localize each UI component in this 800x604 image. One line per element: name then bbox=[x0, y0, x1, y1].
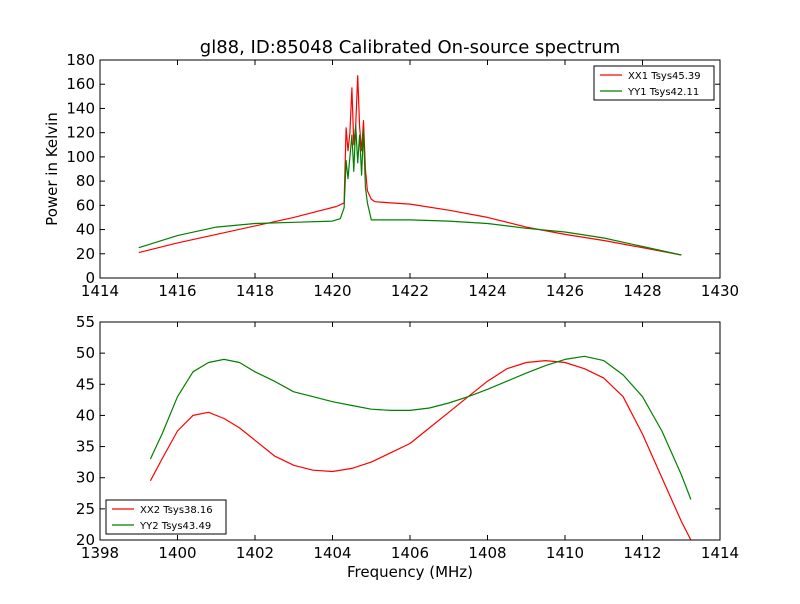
y-tick-label: 45 bbox=[76, 375, 95, 393]
x-tick-label: 1418 bbox=[236, 282, 274, 300]
y-tick-label: 40 bbox=[76, 221, 95, 239]
y-tick-label: 55 bbox=[76, 313, 95, 331]
panels: 1414 1416 1418 1420 1422 1424 1426 1428 1430 0 20 4… bbox=[43, 51, 739, 581]
y-tick-label: 50 bbox=[76, 344, 95, 362]
legend-label: YY2 Tsys43.49 bbox=[139, 521, 211, 532]
legend-label: XX2 Tsys38.16 bbox=[140, 505, 213, 516]
y-tick-label: 120 bbox=[66, 124, 95, 142]
legend: XX2 Tsys38.16 YY2 Tsys43.49 bbox=[105, 499, 227, 535]
x-tick-label: 1428 bbox=[623, 282, 661, 300]
x-tick-label: 1416 bbox=[158, 282, 196, 300]
legend-label: YY1 Tsys42.11 bbox=[627, 87, 699, 98]
x-tick-label: 1404 bbox=[313, 544, 351, 562]
x-tick-label: 1430 bbox=[701, 282, 739, 300]
y-tick-label: 60 bbox=[76, 196, 95, 214]
x-tick-label: 1408 bbox=[468, 544, 506, 562]
x-tick-label: 1420 bbox=[313, 282, 351, 300]
x-tick-label: 1402 bbox=[236, 544, 274, 562]
y-tick-label: 140 bbox=[66, 99, 95, 117]
legend-label: XX1 Tsys45.39 bbox=[628, 71, 701, 82]
y-axis-label: Power in Kelvin bbox=[43, 112, 61, 226]
x-tick-label: 1414 bbox=[701, 544, 739, 562]
y-tick-label: 80 bbox=[76, 172, 95, 190]
legend: XX1 Tsys45.39 YY1 Tsys42.11 bbox=[593, 65, 715, 101]
x-tick-label: 1412 bbox=[623, 544, 661, 562]
y-tick-label: 40 bbox=[76, 406, 95, 424]
y-tick-label: 20 bbox=[76, 531, 95, 549]
x-tick-label: 1400 bbox=[158, 544, 196, 562]
figure-title: gl88, ID:85048 Calibrated On-source spec… bbox=[200, 37, 620, 58]
series-line-2 bbox=[149, 355, 692, 500]
chart-panel-2: 1398 1400 1402 1404 1406 1408 1410 1412 1414 20 25… bbox=[76, 313, 739, 581]
legend-box bbox=[105, 499, 227, 535]
y-tick-label: 25 bbox=[76, 500, 95, 518]
x-tick-label: 1426 bbox=[546, 282, 584, 300]
y-tick-label: 180 bbox=[66, 51, 95, 69]
x-tick-label: 1406 bbox=[391, 544, 429, 562]
y-tick-label: 30 bbox=[76, 469, 95, 487]
y-tick-label: 20 bbox=[76, 245, 95, 263]
y-tick-label: 0 bbox=[85, 269, 95, 287]
chart-panel-1: 1414 1416 1418 1420 1422 1424 1426 1428 1430 0 20 4… bbox=[43, 51, 739, 300]
x-tick-label: 1414 bbox=[81, 282, 119, 300]
legend-box bbox=[593, 65, 715, 101]
y-tick-label: 160 bbox=[66, 75, 95, 93]
y-tick-label: 35 bbox=[76, 438, 95, 456]
x-tick-label: 1398 bbox=[81, 544, 119, 562]
x-axis-label: Frequency (MHz) bbox=[347, 563, 473, 581]
x-tick-label: 1422 bbox=[391, 282, 429, 300]
series-line-1 bbox=[149, 360, 692, 541]
series-line-1 bbox=[138, 75, 682, 256]
y-tick-label: 100 bbox=[66, 148, 95, 166]
x-tick-label: 1424 bbox=[468, 282, 506, 300]
series-line-2 bbox=[138, 124, 682, 256]
x-tick-label: 1410 bbox=[546, 544, 584, 562]
